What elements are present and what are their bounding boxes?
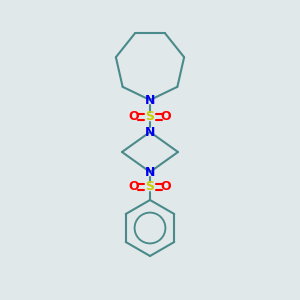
- Text: S: S: [146, 181, 154, 194]
- Text: N: N: [145, 125, 155, 139]
- Text: O: O: [161, 110, 171, 124]
- Text: O: O: [129, 110, 139, 124]
- Text: S: S: [146, 110, 154, 124]
- Text: N: N: [145, 166, 155, 178]
- Text: O: O: [161, 181, 171, 194]
- Text: O: O: [129, 181, 139, 194]
- Text: N: N: [145, 94, 155, 106]
